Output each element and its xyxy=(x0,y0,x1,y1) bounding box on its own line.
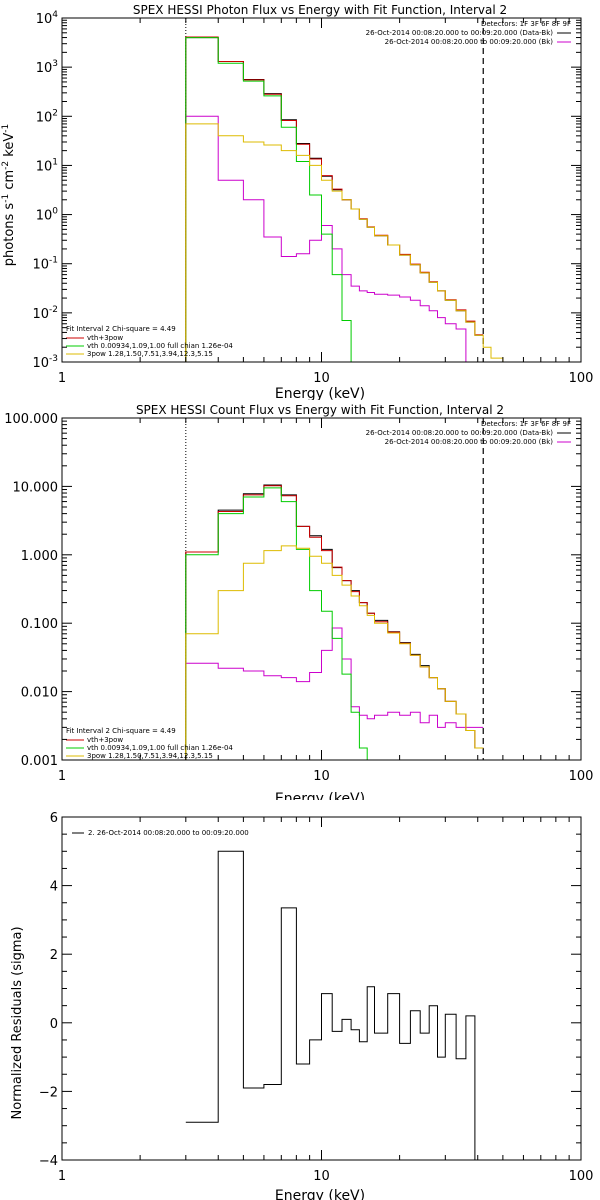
photon-flux-panel: SPEX HESSI Photon Flux vs Energy with Fi… xyxy=(1,3,594,400)
legend-tr-line: Detectors: 1F 3F 6F 8F 9F xyxy=(481,20,571,28)
x-tick-label: 100 xyxy=(569,371,594,386)
legend-bl-line: vth+3pow xyxy=(87,334,123,342)
x-axis-label: Energy (keV) xyxy=(275,1188,365,1200)
plot-frame xyxy=(61,417,582,761)
y-tick-label: 10-1 xyxy=(32,256,58,273)
y-tick-label: 100 xyxy=(36,207,59,224)
x-tick-label: 1 xyxy=(58,1169,66,1184)
y-tick-label: 2 xyxy=(50,948,58,963)
y-tick-label: 0.001 xyxy=(21,754,58,769)
y-tick-label: 10-3 xyxy=(32,354,58,371)
y-tick-label: 0 xyxy=(50,1017,58,1032)
legend-tr-line: 26-Oct-2014 00:08:20.000 to 00:09:20.000… xyxy=(385,38,554,46)
series-residuals xyxy=(185,850,484,1160)
y-tick-label: 0.100 xyxy=(21,617,58,632)
x-tick-label: 10 xyxy=(313,371,330,386)
series-vth xyxy=(185,37,352,362)
x-tick-label: 10 xyxy=(313,1169,330,1184)
y-tick-label: −4 xyxy=(39,1154,58,1169)
panel-title: SPEX HESSI Count Flux vs Energy with Fit… xyxy=(136,403,504,417)
legend-bl-line: Fit Interval 2 Chi-square = 4.49 xyxy=(66,325,176,333)
legend-tl-line: 2. 26-Oct-2014 00:08:20.000 to 00:09:20.… xyxy=(88,829,249,837)
legend-tr-line: 26-Oct-2014 00:08:20.000 to 00:09:20.000… xyxy=(385,438,554,446)
legend-tr-line: Detectors: 1F 3F 6F 8F 9F xyxy=(481,420,571,428)
legend-tr-line: 26-Oct-2014 00:08:20.000 to 00:09:20.000… xyxy=(366,429,554,437)
x-axis-label: Energy (keV) xyxy=(275,791,365,800)
legend-bl-line: 3pow 1.28,1.50,7.51,3.94,12.3,5.15 xyxy=(87,350,213,358)
x-tick-label: 1 xyxy=(58,371,66,386)
x-tick-label: 1 xyxy=(58,769,66,784)
x-tick-label: 10 xyxy=(313,769,330,784)
y-tick-label: 4 xyxy=(50,880,58,895)
y-tick-label: 101 xyxy=(36,157,58,174)
legend-bl-line: vth 0.00934,1.09,1.00 full chian 1.26e-0… xyxy=(87,342,233,350)
plot-frame xyxy=(61,17,582,363)
series-3pow xyxy=(185,545,484,760)
y-tick-label: 10-2 xyxy=(32,305,58,322)
y-axis-label: Normalized Residuals (sigma) xyxy=(10,926,25,1119)
legend-tr-line: 26-Oct-2014 00:08:20.000 to 00:09:20.000… xyxy=(366,29,554,37)
panel-title: SPEX HESSI Photon Flux vs Energy with Fi… xyxy=(133,3,507,17)
legend-bl-line: vth 0.00934,1.09,1.00 full chian 1.26e-0… xyxy=(87,744,233,752)
series-data-bk xyxy=(185,484,484,760)
y-tick-label: 1.000 xyxy=(21,549,58,564)
x-axis-label: Energy (keV) xyxy=(275,386,365,400)
y-tick-label: 0.010 xyxy=(21,686,58,701)
count-flux-panel: SPEX HESSI Count Flux vs Energy with Fit… xyxy=(4,403,594,800)
legend-bl-line: Fit Interval 2 Chi-square = 4.49 xyxy=(66,727,176,735)
y-tick-label: 6 xyxy=(50,811,58,826)
legend-bl-line: vth+3pow xyxy=(87,736,123,744)
series-bk xyxy=(185,115,476,362)
series-vth xyxy=(185,487,368,760)
y-tick-label: 103 xyxy=(36,59,58,76)
plot-frame xyxy=(61,816,582,1161)
y-tick-label: −2 xyxy=(39,1085,58,1100)
y-tick-label: 10.000 xyxy=(13,480,59,495)
y-tick-label: 100.000 xyxy=(4,412,58,427)
legend-bl-line: 3pow 1.28,1.50,7.51,3.94,12.3,5.15 xyxy=(87,752,213,760)
y-axis-label: photons s-1 cm-2 keV-1 xyxy=(1,124,17,266)
series-3pow xyxy=(185,123,504,362)
x-tick-label: 100 xyxy=(569,769,594,784)
x-tick-label: 100 xyxy=(569,1169,594,1184)
residuals-panel: Normalized Residuals (sigma) Energy (keV… xyxy=(10,811,594,1200)
y-tick-label: 104 xyxy=(36,10,59,27)
y-tick-label: 102 xyxy=(36,108,58,125)
series-vth-3pow xyxy=(185,485,484,760)
